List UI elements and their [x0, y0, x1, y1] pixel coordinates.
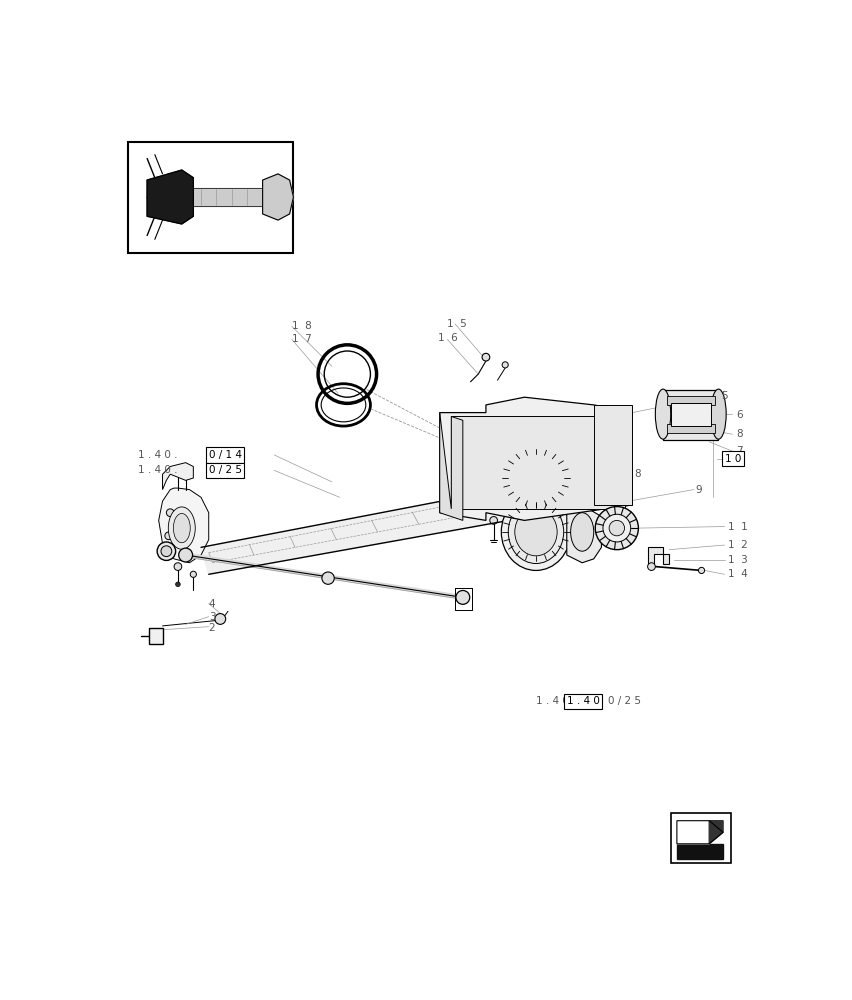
Circle shape	[648, 563, 655, 570]
Circle shape	[215, 614, 226, 624]
Text: 0 / 2 5: 0 / 2 5	[607, 696, 641, 706]
Polygon shape	[676, 844, 723, 859]
Text: 3: 3	[209, 612, 216, 622]
Text: 6: 6	[736, 410, 743, 420]
Text: 1  3: 1 3	[728, 555, 748, 565]
Circle shape	[603, 514, 630, 542]
Ellipse shape	[655, 389, 671, 439]
Ellipse shape	[501, 493, 571, 570]
Polygon shape	[567, 505, 602, 563]
Text: 1 0: 1 0	[725, 454, 741, 464]
Text: 5: 5	[721, 391, 728, 401]
Text: 0 / 1 4: 0 / 1 4	[209, 450, 242, 460]
Bar	[452, 416, 625, 509]
Circle shape	[454, 420, 463, 429]
Circle shape	[190, 571, 197, 577]
Polygon shape	[201, 490, 509, 574]
Polygon shape	[163, 463, 193, 490]
Polygon shape	[709, 821, 723, 844]
Circle shape	[161, 546, 172, 557]
Circle shape	[490, 517, 498, 524]
Text: 8: 8	[634, 469, 641, 479]
Text: 1  6: 1 6	[438, 333, 458, 343]
Polygon shape	[594, 405, 632, 505]
Text: 7: 7	[736, 446, 743, 456]
Circle shape	[456, 590, 469, 604]
Text: 9: 9	[695, 485, 702, 495]
Bar	[671, 813, 731, 863]
Circle shape	[609, 520, 625, 536]
Bar	[148, 628, 163, 644]
Text: 1  1: 1 1	[728, 522, 748, 532]
Bar	[663, 390, 718, 440]
Circle shape	[482, 353, 490, 361]
Text: 1  5: 1 5	[447, 319, 467, 329]
Bar	[671, 403, 711, 426]
Polygon shape	[158, 488, 209, 563]
Bar	[455, 588, 472, 610]
Circle shape	[174, 563, 181, 570]
Polygon shape	[648, 547, 669, 564]
Circle shape	[619, 497, 628, 506]
Ellipse shape	[173, 513, 190, 543]
Circle shape	[596, 507, 638, 550]
Circle shape	[157, 542, 176, 560]
Polygon shape	[676, 821, 723, 844]
Ellipse shape	[169, 507, 195, 549]
Text: 1 . 4 0 .: 1 . 4 0 .	[138, 465, 177, 475]
Text: 0 / 2 5: 0 / 2 5	[209, 465, 242, 475]
Circle shape	[454, 500, 463, 510]
Text: 1 . 4 0 .: 1 . 4 0 .	[138, 450, 177, 460]
Circle shape	[619, 412, 628, 421]
Bar	[667, 396, 715, 405]
Bar	[667, 424, 715, 433]
Circle shape	[699, 567, 705, 574]
Text: 1 . 4 0: 1 . 4 0	[536, 696, 569, 706]
Polygon shape	[147, 170, 193, 224]
Circle shape	[502, 362, 509, 368]
Circle shape	[322, 572, 334, 584]
Text: 4: 4	[209, 599, 216, 609]
Text: 1  7: 1 7	[292, 334, 312, 344]
Bar	[128, 142, 293, 253]
Ellipse shape	[571, 513, 594, 551]
Circle shape	[513, 509, 521, 517]
Ellipse shape	[711, 389, 726, 439]
Text: 1  2: 1 2	[728, 540, 748, 550]
Ellipse shape	[515, 508, 557, 556]
Circle shape	[179, 548, 193, 562]
Polygon shape	[193, 188, 262, 206]
Polygon shape	[262, 174, 293, 220]
Text: 8: 8	[736, 429, 743, 439]
Ellipse shape	[509, 500, 564, 564]
Circle shape	[176, 582, 181, 587]
Circle shape	[166, 509, 174, 517]
Text: 1 . 4 0: 1 . 4 0	[567, 696, 600, 706]
Text: 1  8: 1 8	[292, 321, 312, 331]
Text: 1  4: 1 4	[728, 569, 748, 579]
Text: 2: 2	[209, 623, 216, 633]
Polygon shape	[440, 413, 463, 520]
Polygon shape	[440, 397, 632, 520]
Circle shape	[164, 532, 173, 540]
